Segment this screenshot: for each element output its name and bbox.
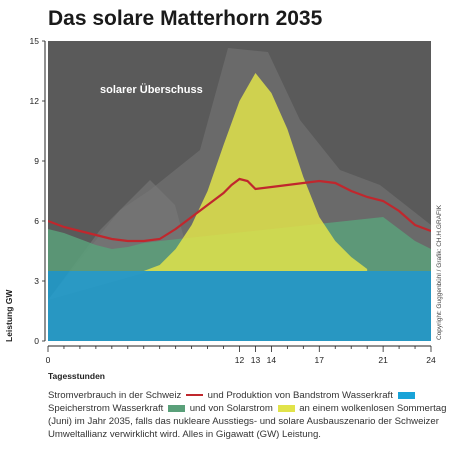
solar-area [143,73,368,271]
legend-consumption-text: Stromverbrauch in der Schweiz [48,390,182,401]
x-axis-label: Tagesstunden [48,371,105,381]
x-tick-label: 17 [315,355,325,365]
y-tick-label: 15 [30,36,40,46]
y-tick-label: 3 [34,276,39,286]
credit-text: Copyright: Guggenbühl / Grafik: CH.H.GRA… [436,204,443,340]
x-tick-label: 21 [378,355,388,365]
x-tick-label: 24 [426,355,436,365]
y-tick-label: 0 [34,336,39,346]
y-axis-label: Leistung GW [4,289,14,342]
legend: Stromverbrauch in der Schweiz und Produk… [48,389,448,441]
consumption-line [48,177,431,243]
legend-solar-swatch [277,404,295,412]
legend-band-swatch [397,391,415,399]
x-tick-label: 0 [46,355,51,365]
legend-storage-swatch [168,404,186,412]
band-hydro-area [48,271,431,341]
legend-consumption-swatch [185,394,203,397]
x-tick-label: 14 [267,355,277,365]
legend-solar-text: und von Solarstrom [189,403,273,414]
y-tick-label: 6 [34,216,39,226]
legend-storage-text: Speicherstrom Wasserkraft [48,403,164,414]
y-tick-label: 12 [30,96,40,106]
x-tick-label: 12 [235,355,245,365]
surplus-annotation: solarer Überschuss [100,83,203,96]
legend-tail-text: an einem wolkenlosen Sommertag (Juni) im… [48,403,447,440]
legend-band-text: und Produktion von Bandstrom Wasserkraft [207,390,393,401]
y-tick-label: 9 [34,156,39,166]
x-tick-label: 13 [251,355,261,365]
chart-title: Das solare Matterhorn 2035 [48,7,323,30]
